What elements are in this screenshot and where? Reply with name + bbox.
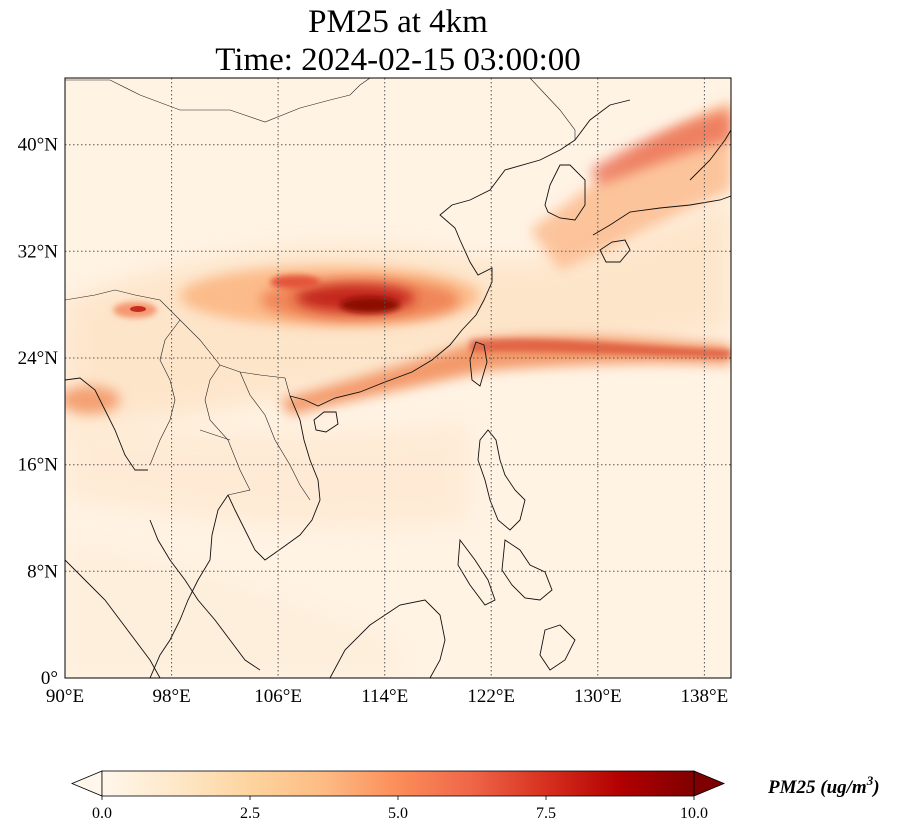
lat-tick-labels: 0° 8°N 16°N 24°N 32°N 40°N — [18, 135, 59, 689]
colorbar-label: PM25 (ug/m3) — [767, 773, 880, 798]
lat-tick-16N: 16°N — [18, 455, 59, 476]
lat-tick-0: 0° — [41, 668, 58, 689]
country-borders — [65, 78, 576, 501]
colorbar-label-close: ) — [871, 777, 879, 798]
colorbar-extend-min — [70, 770, 103, 797]
colorbar-tick-2-5: 2.5 — [240, 805, 260, 822]
coastlines — [65, 99, 731, 678]
colorbar-label-superscript: 3 — [866, 773, 874, 788]
lat-tick-8N: 8°N — [27, 561, 58, 582]
colorbar-label-main: PM25 (ug/m — [767, 777, 867, 798]
colorbar: 0.0 2.5 5.0 7.5 10.0 PM25 (ug/m3) — [70, 770, 880, 822]
map-title-line-1: PM25 at 4km — [308, 4, 488, 40]
gridlines — [65, 78, 731, 678]
lon-tick-98E: 98°E — [152, 686, 190, 707]
lon-tick-106E: 106°E — [254, 686, 302, 707]
lon-tick-labels: 90°E 98°E 106°E 114°E 122°E 130°E 138°E — [46, 686, 728, 707]
lon-tick-122E: 122°E — [467, 686, 515, 707]
colorbar-tick-0: 0.0 — [92, 805, 112, 822]
colorbar-extend-max — [693, 770, 726, 797]
lon-tick-130E: 130°E — [574, 686, 622, 707]
map-frame — [64, 77, 732, 679]
lon-tick-114E: 114°E — [361, 686, 408, 707]
lon-tick-138E: 138°E — [681, 686, 729, 707]
colorbar-tick-7-5: 7.5 — [536, 805, 556, 822]
pm25-field — [65, 78, 731, 678]
colorbar-tick-5: 5.0 — [388, 805, 408, 822]
map-title-line-2: Time: 2024-02-15 03:00:00 — [215, 42, 581, 78]
lon-tick-90E: 90°E — [46, 686, 84, 707]
lat-tick-24N: 24°N — [18, 348, 59, 369]
colorbar-tick-10: 10.0 — [680, 805, 708, 822]
lat-tick-32N: 32°N — [18, 241, 59, 262]
lat-tick-40N: 40°N — [18, 135, 59, 156]
colorbar-gradient — [102, 771, 694, 796]
